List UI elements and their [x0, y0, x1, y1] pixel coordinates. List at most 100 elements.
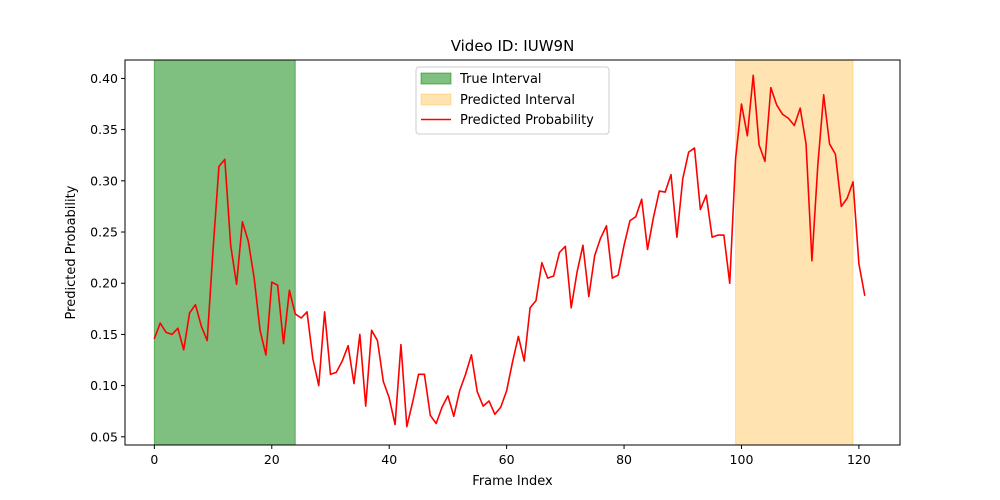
- data-point: [230, 244, 232, 246]
- data-point: [177, 327, 179, 329]
- data-point: [547, 277, 549, 279]
- x-axis-ticks: 0 20 40 60 80 100 120: [150, 445, 871, 467]
- data-point: [453, 415, 455, 417]
- data-point: [529, 307, 531, 309]
- data-point: [171, 333, 173, 336]
- data-point: [341, 360, 343, 362]
- data-point: [318, 385, 320, 387]
- data-point: [834, 153, 837, 155]
- data-point: [564, 245, 566, 247]
- data-point: [412, 401, 414, 403]
- data-point: [253, 277, 255, 279]
- data-point: [300, 317, 302, 319]
- data-point: [476, 391, 478, 393]
- data-point: [664, 191, 666, 193]
- y-axis-ticks: 0.05 0.10 0.15 0.20 0.25 0.30 0.35 0.40: [90, 71, 125, 444]
- data-point: [570, 307, 572, 309]
- data-point: [735, 157, 737, 159]
- data-point: [787, 117, 790, 119]
- y-tick-label: 0.20: [90, 276, 118, 291]
- data-point: [459, 390, 461, 392]
- data-point: [429, 414, 431, 416]
- data-point: [271, 281, 273, 283]
- y-tick-label: 0.10: [90, 378, 118, 393]
- data-point: [758, 144, 760, 146]
- data-point: [294, 313, 296, 315]
- data-point: [693, 147, 696, 149]
- data-point: [623, 244, 625, 246]
- data-point: [723, 234, 725, 236]
- data-point: [676, 236, 678, 238]
- y-axis-label: Predicted Probability: [64, 185, 79, 319]
- x-tick-label: 40: [381, 452, 397, 467]
- data-point: [482, 405, 484, 407]
- data-point: [470, 354, 473, 356]
- y-tick-label: 0.15: [90, 327, 118, 342]
- data-point: [500, 406, 502, 408]
- data-point: [594, 254, 596, 257]
- data-point: [840, 205, 842, 208]
- chart-title: Video ID: IUW9N: [451, 37, 575, 55]
- data-point: [764, 160, 766, 162]
- legend-label-true-interval: True Interval: [459, 72, 542, 87]
- legend-box: [415, 66, 610, 135]
- data-point: [159, 322, 161, 324]
- data-point: [688, 151, 690, 153]
- data-point: [682, 178, 684, 180]
- data-point: [629, 220, 631, 222]
- data-point: [552, 275, 555, 277]
- data-point: [247, 240, 249, 242]
- data-point: [605, 225, 608, 227]
- x-tick-label: 100: [730, 452, 754, 467]
- legend-swatch-predicted-interval: [420, 93, 452, 106]
- data-point: [558, 251, 561, 254]
- y-tick-label: 0.35: [90, 122, 118, 137]
- data-point: [511, 361, 514, 363]
- series-line-predicted-probability: [153, 74, 866, 428]
- data-point: [799, 107, 801, 109]
- data-point: [435, 422, 437, 425]
- legend-swatch-true-interval: [420, 72, 452, 85]
- series-layer: [153, 74, 866, 428]
- data-point: [746, 135, 748, 137]
- data-point: [335, 371, 337, 373]
- data-point: [658, 190, 660, 192]
- data-point: [441, 406, 443, 408]
- data-point: [265, 354, 267, 356]
- data-point: [277, 284, 279, 286]
- data-point: [770, 87, 772, 89]
- data-point: [288, 289, 290, 291]
- data-point: [823, 94, 825, 96]
- data-point: [200, 325, 202, 327]
- data-point: [635, 216, 637, 218]
- interval-span-predicted-interval: [735, 59, 854, 446]
- data-point: [241, 221, 244, 223]
- data-point: [588, 295, 590, 298]
- data-point: [652, 217, 655, 219]
- data-point: [670, 174, 672, 176]
- x-tick-label: 0: [150, 452, 158, 467]
- data-point: [576, 271, 578, 273]
- data-point: [306, 311, 308, 313]
- data-point: [717, 234, 719, 236]
- x-tick-label: 60: [499, 452, 515, 467]
- legend-label-predicted-probability: Predicted Probability: [460, 113, 594, 128]
- data-point: [347, 345, 349, 347]
- data-point: [423, 373, 426, 375]
- y-tick-label: 0.40: [90, 71, 118, 86]
- x-axis-label: Frame Index: [472, 474, 553, 489]
- plot-frame: [124, 59, 901, 446]
- data-point: [406, 425, 408, 428]
- data-point: [282, 343, 285, 345]
- data-point: [194, 304, 197, 306]
- data-point: [165, 331, 167, 333]
- data-point: [494, 413, 496, 415]
- data-point: [852, 181, 854, 183]
- y-tick-label: 0.25: [90, 225, 118, 240]
- data-point: [488, 400, 490, 402]
- data-point: [541, 262, 543, 264]
- data-point: [811, 260, 813, 262]
- data-point: [846, 197, 848, 199]
- interval-span-true-interval: [153, 59, 296, 446]
